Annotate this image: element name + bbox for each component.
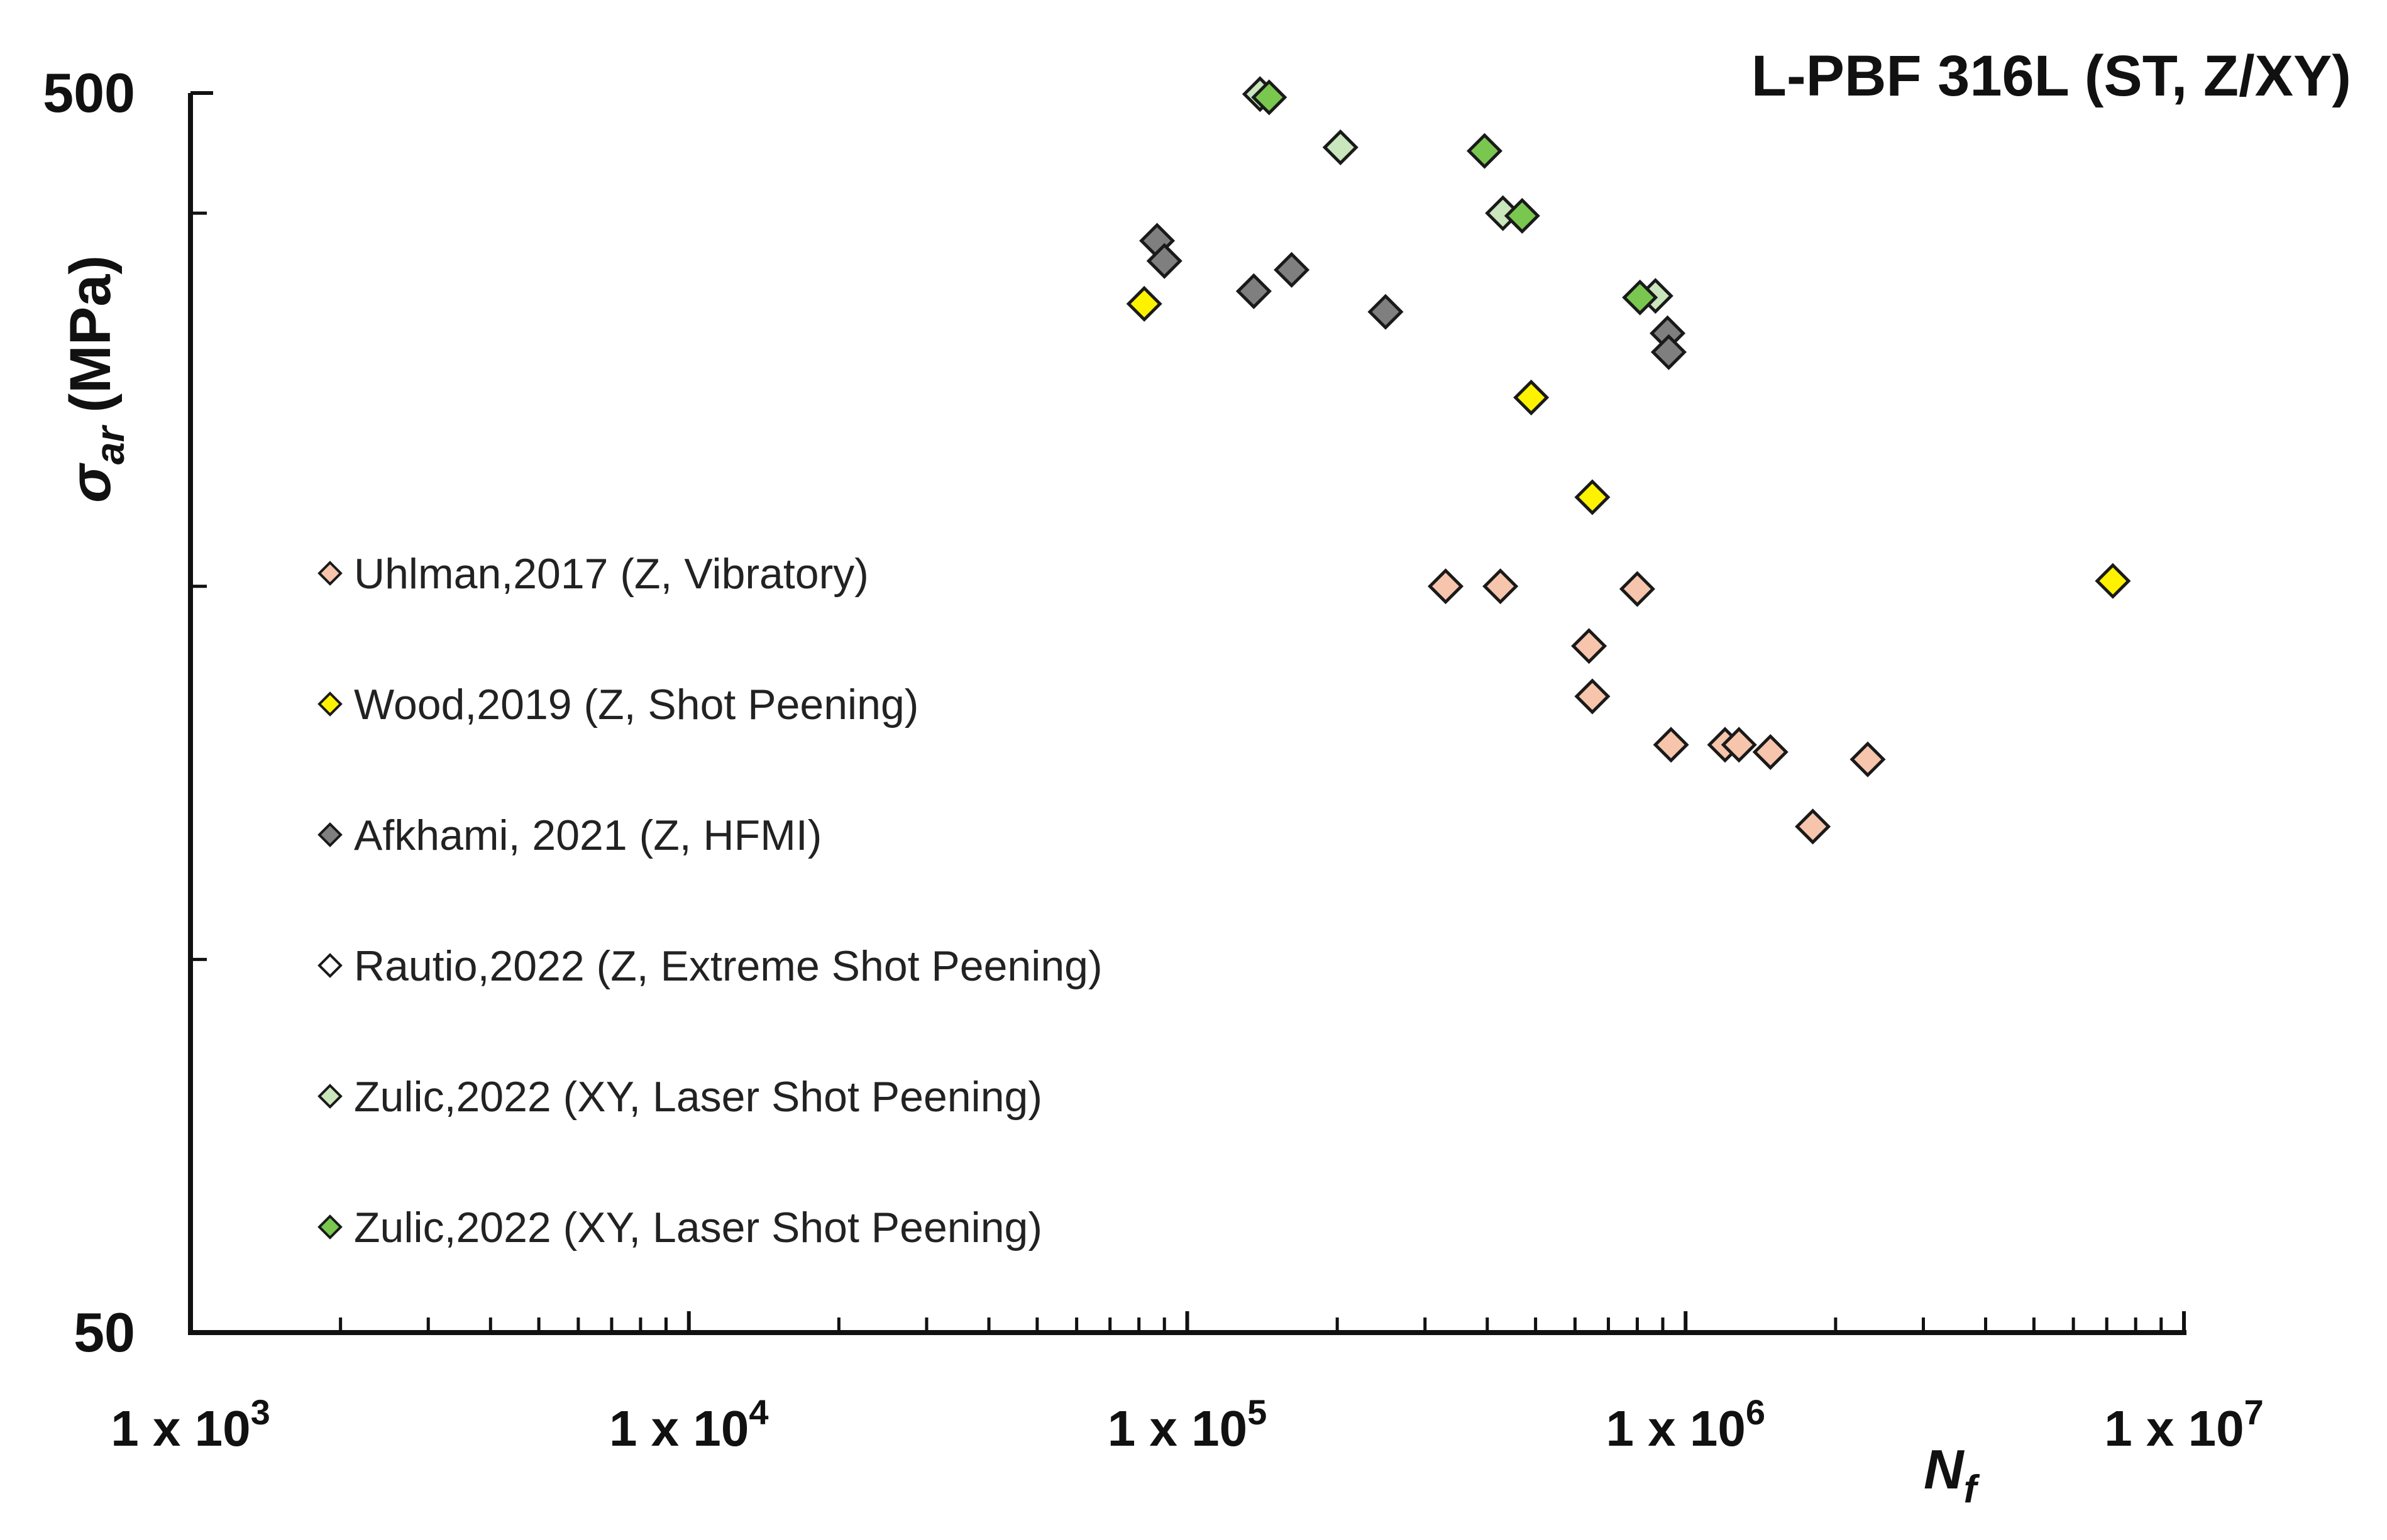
y-tick-labels: 500 50 <box>43 62 135 1363</box>
data-point-series-1 <box>1752 734 1789 770</box>
y-tick-label: 500 <box>43 62 135 124</box>
data-point-series-3 <box>1235 273 1272 309</box>
legend-label: Zulic,2022 (XY, Laser Shot Peening) <box>354 1073 1042 1121</box>
x-tick-label: 1 x 103 <box>111 1392 270 1456</box>
y-axis-label-unit: (MPa) <box>58 255 123 412</box>
x-tick-label-base: 1 x 10 <box>1606 1400 1745 1456</box>
data-point-series-3 <box>1274 251 1310 288</box>
legend-label: Zulic,2022 (XY, Laser Shot Peening) <box>354 1204 1042 1251</box>
legend-marker <box>317 1214 343 1240</box>
data-points <box>1126 76 2131 845</box>
legend-marker <box>317 953 343 978</box>
x-tick-label-exp: 7 <box>2244 1392 2264 1432</box>
y-axis-label: σar (MPa) <box>58 255 133 503</box>
x-tick-label-base: 1 x 10 <box>1108 1400 1247 1456</box>
data-point-series-2 <box>2095 563 2131 599</box>
legend-label: Afkhami, 2021 (Z, HFMI) <box>354 811 822 859</box>
x-tick-label: 1 x 104 <box>609 1392 769 1456</box>
y-ticks <box>190 91 213 1334</box>
legend-marker <box>317 691 343 717</box>
x-tick-label: 1 x 106 <box>1606 1392 1765 1456</box>
data-point-series-6 <box>1622 279 1658 316</box>
data-point-series-1 <box>1574 678 1611 715</box>
legend: Uhlman,2017 (Z, Vibratory) Wood,2019 (Z, … <box>317 550 1103 1251</box>
data-point-series-1 <box>1721 727 1757 763</box>
x-tick-label-exp: 3 <box>251 1392 270 1432</box>
x-tick-label: 1 x 105 <box>1108 1392 1267 1456</box>
x-tick-label-exp: 4 <box>749 1392 768 1432</box>
x-tick-label: 1 x 107 <box>2104 1392 2264 1456</box>
data-point-series-1 <box>1653 727 1689 763</box>
data-point-series-6 <box>1251 79 1287 116</box>
data-point-series-1 <box>1571 628 1607 664</box>
data-point-series-1 <box>1428 568 1464 605</box>
y-axis-label-symbol: σ <box>58 463 123 503</box>
data-point-series-3 <box>1146 243 1182 279</box>
legend-marker <box>317 561 343 586</box>
data-point-series-6 <box>1504 197 1540 234</box>
x-ticks <box>189 1311 2186 1333</box>
x-axis-label: Nf <box>1924 1438 1980 1511</box>
x-tick-labels: 1 x 103 1 x 104 1 x 105 1 x 106 1 x 107 <box>111 1392 2264 1456</box>
data-point-series-1 <box>1850 741 1886 778</box>
legend-label: Wood,2019 (Z, Shot Peening) <box>354 681 918 729</box>
data-point-series-3 <box>1650 334 1687 370</box>
x-tick-label-exp: 6 <box>1746 1392 1765 1432</box>
legend-marker <box>317 1084 343 1109</box>
legend-label: Uhlman,2017 (Z, Vibratory) <box>354 550 869 598</box>
x-tick-label-base: 1 x 10 <box>2104 1400 2244 1456</box>
x-tick-label-base: 1 x 10 <box>111 1400 250 1456</box>
data-point-series-3 <box>1367 294 1404 330</box>
y-tick-label: 50 <box>74 1301 135 1363</box>
x-axis-label-main: N <box>1924 1438 1965 1500</box>
data-point-series-2 <box>1574 479 1611 515</box>
data-point-series-6 <box>1466 133 1502 169</box>
legend-marker <box>317 822 343 847</box>
y-axis-label-sub: ar <box>87 424 133 465</box>
x-tick-label-exp: 5 <box>1247 1392 1267 1432</box>
data-point-series-1 <box>1482 568 1519 605</box>
data-point-series-2 <box>1126 285 1162 322</box>
data-point-series-1 <box>1619 571 1655 607</box>
data-point-series-1 <box>1795 808 1831 845</box>
x-tick-label-base: 1 x 10 <box>609 1400 749 1456</box>
data-point-series-2 <box>1513 379 1550 415</box>
legend-label: Rautio,2022 (Z, Extreme Shot Peening) <box>354 942 1103 990</box>
data-point-series-5 <box>1322 129 1359 165</box>
chart-title: L-PBF 316L (ST, Z/XY) <box>1751 44 2351 108</box>
